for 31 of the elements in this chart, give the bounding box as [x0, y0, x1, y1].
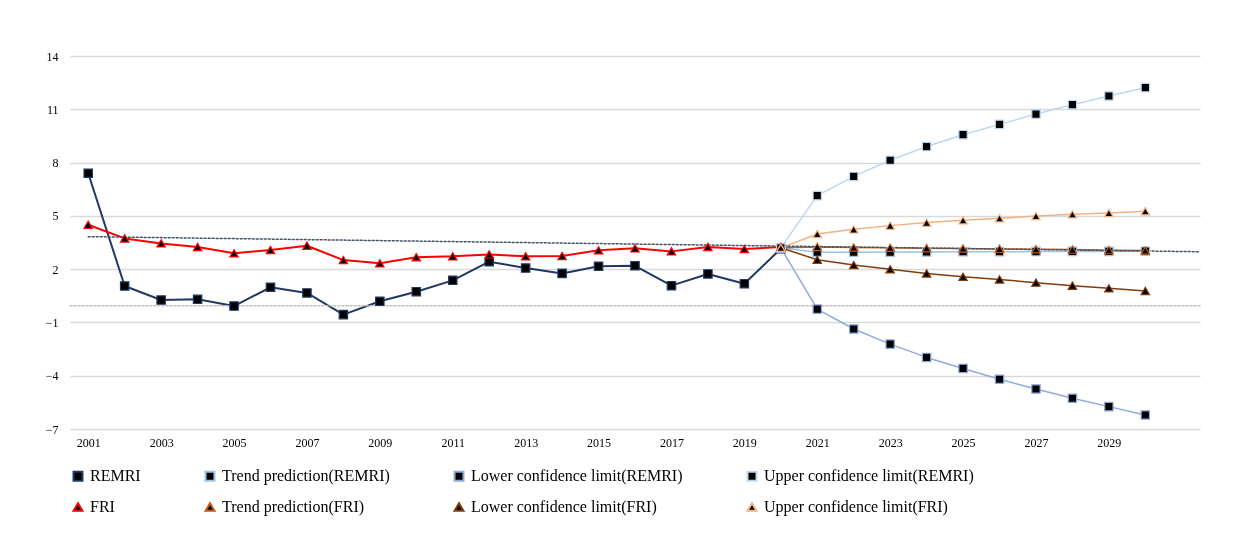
y-tick-label: −7 [45, 422, 59, 437]
y-tick-label: 11 [46, 102, 59, 117]
legend-label: Upper confidence limit(REMRI) [764, 467, 974, 486]
y-tick-label: 5 [52, 209, 59, 224]
legend-label: Trend prediction(REMRI) [222, 467, 390, 486]
x-tick-label: 2009 [368, 435, 393, 450]
legend-label: REMRI [90, 467, 141, 485]
x-tick-label: 2027 [1024, 435, 1049, 450]
legend-label: FRI [90, 498, 115, 515]
legend-label: Lower confidence limit(REMRI) [471, 467, 683, 486]
y-tick-label: 2 [52, 262, 59, 277]
y-tick-label: −4 [45, 369, 59, 384]
legend-label: Lower confidence limit(FRI) [471, 498, 657, 516]
x-tick-label: 2003 [149, 435, 174, 450]
x-tick-label: 2017 [659, 435, 684, 450]
x-tick-label: 2013 [514, 435, 539, 450]
x-tick-label: 2001 [76, 435, 101, 450]
x-tick-label: 2015 [587, 435, 612, 450]
x-tick-label: 2019 [732, 435, 757, 450]
x-tick-label: 2025 [951, 435, 976, 450]
x-tick-label: 2029 [1097, 435, 1122, 450]
x-tick-label: 2023 [878, 435, 903, 450]
x-tick-label: 2011 [441, 435, 466, 450]
legend-label: Upper confidence limit(FRI) [764, 498, 948, 516]
legend-label: Trend prediction(FRI) [222, 498, 365, 516]
y-tick-label: 8 [52, 156, 59, 171]
y-tick-label: 14 [46, 49, 59, 64]
x-tick-label: 2007 [295, 435, 320, 450]
x-tick-label: 2021 [805, 435, 830, 450]
y-tick-label: −1 [45, 315, 59, 330]
x-tick-label: 2005 [222, 435, 247, 450]
